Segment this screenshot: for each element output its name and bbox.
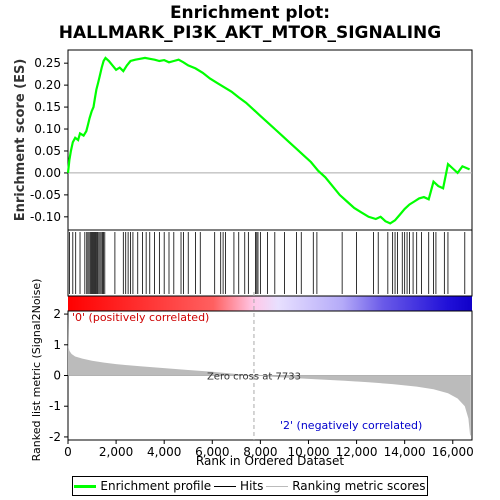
metric-ytick-label: 1 xyxy=(53,338,61,352)
zero-cross-label: Zero cross at 7733 xyxy=(207,372,301,383)
es-frame xyxy=(67,49,473,231)
es-line xyxy=(66,56,471,225)
positive-label: '0' (positively correlated) xyxy=(72,311,209,324)
legend: Enrichment profile Hits Ranking metric s… xyxy=(72,476,428,496)
metric-ytick-label: -1 xyxy=(49,399,61,413)
metric-ytick-label: 0 xyxy=(53,369,61,383)
xtick-label: 10,000 xyxy=(287,445,329,459)
xtick-label: 12,000 xyxy=(336,445,378,459)
legend-item-metric: Ranking metric scores xyxy=(266,479,426,493)
legend-label-metric: Ranking metric scores xyxy=(292,479,426,493)
metric-ylabel: Ranked list metric (Signal2Noise) xyxy=(30,279,43,462)
es-ytick-label: 0.15 xyxy=(34,100,61,114)
es-ytick-label: 0.25 xyxy=(34,56,61,70)
metric-ytick-label: -2 xyxy=(49,430,61,444)
xtick-label: 6,000 xyxy=(195,445,229,459)
xlabel: Rank in Ordered Dataset xyxy=(196,454,344,468)
hits-frame xyxy=(67,229,473,297)
hits-panel xyxy=(67,229,473,297)
es-ytick-label: 0.20 xyxy=(34,78,61,92)
xtick-label: 8,000 xyxy=(243,445,277,459)
es-ytick-label: -0.05 xyxy=(30,188,61,202)
xtick-label: 0 xyxy=(64,445,72,459)
legend-swatch-hits xyxy=(214,485,237,487)
metric-panel: 210-1-20 2,000 4,000 6,000 8,000 10,000 12,000… xyxy=(49,292,474,459)
axis-labels: Enrichment score (ES) Ranked list metric … xyxy=(13,59,344,468)
es-ytick-label: -0.10 xyxy=(30,210,61,224)
legend-swatch-enrichment xyxy=(74,484,97,488)
legend-swatch-metric xyxy=(266,485,289,487)
xtick-label: 16,000 xyxy=(432,445,474,459)
metric-area xyxy=(68,314,471,436)
negative-label: '2' (negatively correlated) xyxy=(280,419,422,432)
xtick-label: 4,000 xyxy=(147,445,181,459)
legend-label-enrichment: Enrichment profile xyxy=(100,479,212,493)
xtick-label: 2,000 xyxy=(99,445,133,459)
legend-item-hits: Hits xyxy=(214,479,263,493)
legend-label-hits: Hits xyxy=(240,479,264,493)
colorbar-panel xyxy=(68,295,472,311)
es-panel: -0.10 -0.05 0.00 0.05 0.10 0.15 0.20 0.25 xyxy=(30,49,473,231)
metric-ytick-label: 2 xyxy=(53,307,61,321)
es-ytick-label: 0.10 xyxy=(34,122,61,136)
ranked-colorbar xyxy=(68,296,472,311)
es-ylabel: Enrichment score (ES) xyxy=(13,59,28,222)
es-ytick-label: 0.00 xyxy=(34,166,61,180)
legend-item-enrichment: Enrichment profile xyxy=(74,479,211,493)
es-ytick-label: 0.05 xyxy=(34,144,61,158)
plot-title-line1: Enrichment plot: xyxy=(169,3,331,23)
xtick-label: 14,000 xyxy=(384,445,426,459)
plot-title-line2: HALLMARK_PI3K_AKT_MTOR_SIGNALING xyxy=(58,23,442,43)
